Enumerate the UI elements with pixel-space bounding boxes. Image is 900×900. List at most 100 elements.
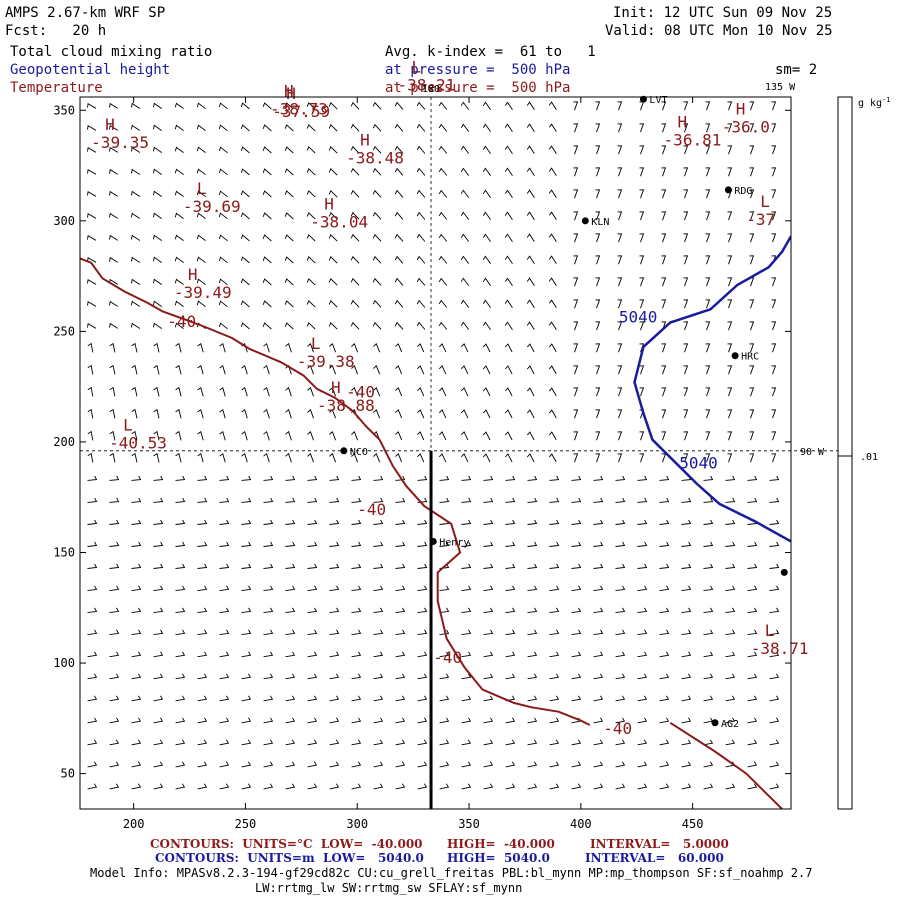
wind-barb [130, 300, 141, 307]
wind-barb [284, 300, 294, 308]
extremum-marker: L [411, 57, 421, 76]
wind-barb [482, 101, 491, 110]
wind-barb [329, 431, 337, 441]
wind-barb [573, 431, 579, 441]
wind-barb [241, 519, 252, 525]
wind-barb [241, 475, 252, 481]
wind-barb [241, 364, 248, 375]
wind-barb [549, 585, 560, 592]
wind-barb [439, 783, 450, 790]
wind-barb [595, 189, 601, 199]
wind-barb [87, 452, 94, 463]
temperature-contour-label: -40 [433, 648, 462, 667]
wind-barb [483, 585, 494, 592]
extremum-value: -38.21 [397, 75, 455, 94]
meridian-label-90w: 90 W [800, 447, 825, 458]
wind-barb [329, 387, 337, 397]
wind-barb [505, 563, 516, 569]
wind-barb [593, 739, 604, 746]
wind-barb [350, 145, 360, 154]
wind-barb [549, 563, 560, 569]
wind-barb [705, 299, 711, 309]
wind-barb [373, 673, 384, 680]
wind-barb [771, 387, 777, 397]
wind-barb [329, 343, 337, 353]
wind-barb [131, 430, 138, 441]
wind-barb [241, 408, 248, 419]
wind-barb [593, 651, 604, 658]
wind-barb [241, 739, 252, 746]
wind-barb [174, 256, 184, 263]
height-contour-info: CONTOURS: UNITS=m LOW= 5040.0 [155, 851, 424, 865]
wind-barb [595, 321, 601, 331]
wind-barb [373, 497, 384, 503]
wind-barb [438, 387, 447, 397]
wind-barb [571, 695, 582, 702]
wind-barb [749, 453, 755, 463]
wind-barb [417, 695, 428, 702]
wind-barb [197, 585, 208, 592]
station-dot [429, 537, 437, 545]
wind-barb [769, 519, 780, 525]
wind-barb [461, 475, 472, 481]
wind-barb [526, 123, 535, 133]
extremum-value: -39.49 [174, 283, 232, 302]
wind-barb [573, 123, 579, 133]
wind-barb [483, 629, 494, 636]
temperature-contour [80, 257, 591, 726]
wind-barb [328, 124, 338, 132]
wind-barb [661, 123, 667, 133]
extremum-value: -38.71 [751, 639, 809, 658]
wind-barb [439, 717, 450, 724]
wind-barb [108, 146, 119, 153]
wind-barb [637, 783, 648, 790]
wind-barb [661, 453, 667, 463]
wind-barb [705, 233, 711, 243]
wind-barb [417, 409, 425, 419]
wind-barb [153, 364, 160, 375]
wind-barb [109, 386, 116, 397]
wind-barb [240, 146, 250, 154]
wind-barb [240, 102, 250, 110]
wind-barb [571, 607, 582, 614]
wind-barb [549, 783, 560, 790]
wind-barb [460, 343, 469, 353]
wind-barb [218, 300, 228, 308]
wind-barb [417, 365, 425, 375]
wind-barb [373, 739, 384, 746]
wind-barb [263, 673, 274, 680]
wind-barb [219, 475, 230, 481]
y-tick-label: 200 [53, 435, 75, 449]
wind-barb [285, 739, 296, 746]
wind-barb [659, 519, 670, 525]
wind-barb [285, 651, 296, 658]
wind-barb [461, 761, 472, 768]
wind-barb [394, 233, 404, 242]
temp-contour-info: CONTOURS: UNITS=°C LOW= -40.000 [150, 837, 423, 851]
wind-barb [351, 365, 359, 375]
extremum-marker: H [360, 130, 370, 149]
wind-barb [771, 365, 777, 375]
model-info-radiation: LW:rrtmg_lw SW:rrtmg_sw SFLAY:sf_mynn [255, 881, 523, 895]
wind-barb [548, 145, 557, 155]
wind-barb [483, 607, 494, 614]
wind-barb [197, 475, 208, 481]
wind-barb [241, 695, 252, 702]
wind-barb [771, 453, 777, 463]
wind-barb [460, 431, 469, 441]
wind-barb [705, 277, 711, 287]
wind-barb [307, 783, 318, 790]
wind-barb [395, 585, 406, 592]
wind-barb [306, 234, 316, 242]
wind-barb [637, 717, 648, 724]
meridian-label-180: 180 [422, 84, 440, 95]
wind-barb [727, 343, 733, 353]
wind-barb [571, 563, 582, 569]
wind-barb [263, 541, 274, 547]
wind-barb [197, 342, 204, 353]
wind-barb [196, 300, 206, 308]
wind-barb [637, 497, 648, 503]
wind-barb [87, 761, 98, 768]
wind-barb [526, 365, 535, 375]
wind-barb [241, 541, 252, 547]
